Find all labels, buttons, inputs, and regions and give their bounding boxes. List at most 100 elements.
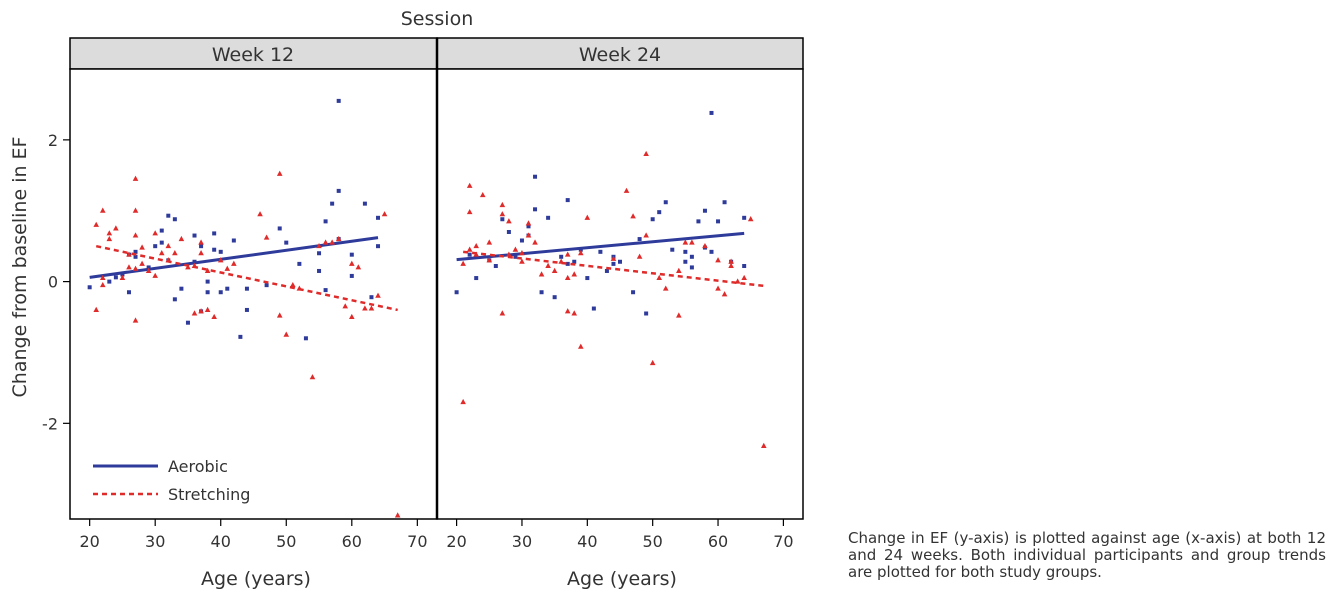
data-point-stretching <box>715 285 721 291</box>
data-point-stretching <box>394 512 401 518</box>
y-tick-label: -2 <box>42 414 58 433</box>
data-point-stretching <box>349 260 355 266</box>
data-point-aerobic <box>722 200 727 205</box>
data-point-aerobic <box>519 238 524 243</box>
data-point-stretching <box>499 310 506 316</box>
data-point-stretching <box>99 207 106 213</box>
data-point-stretching <box>132 207 139 213</box>
data-point-aerobic <box>650 217 655 222</box>
data-point-stretching <box>126 251 132 257</box>
data-point-stretching <box>747 216 754 222</box>
data-point-aerobic <box>546 215 551 220</box>
data-point-aerobic <box>277 226 282 231</box>
panel-label-week-24: Week 24 <box>579 44 661 66</box>
data-point-stretching <box>355 264 362 270</box>
data-point-stretching <box>662 285 669 291</box>
data-point-stretching <box>466 246 473 252</box>
data-point-aerobic <box>689 254 694 259</box>
data-point-stretching <box>132 265 139 271</box>
data-point-stretching <box>204 306 211 312</box>
data-point-aerobic <box>284 240 289 245</box>
data-point-stretching <box>577 343 584 349</box>
data-point-stretching <box>545 262 551 269</box>
data-point-stretching <box>276 170 283 176</box>
data-point-aerobic <box>552 295 557 300</box>
data-point-aerobic <box>709 249 714 254</box>
data-point-stretching <box>349 313 355 320</box>
data-point-aerobic <box>303 336 308 341</box>
data-point-aerobic <box>212 231 217 236</box>
data-point-aerobic <box>637 237 642 242</box>
data-point-stretching <box>564 251 571 257</box>
series-stretching-week-24 <box>460 150 767 449</box>
data-point-aerobic <box>330 201 335 206</box>
data-point-aerobic <box>572 259 577 264</box>
data-point-stretching <box>381 211 388 217</box>
data-point-aerobic <box>689 265 694 270</box>
data-point-stretching <box>93 306 100 312</box>
data-point-stretching <box>165 242 172 249</box>
data-point-stretching <box>486 239 493 245</box>
data-point-stretching <box>466 208 473 215</box>
data-point-aerobic <box>467 252 472 257</box>
legend-stretching-label: Stretching <box>168 485 250 504</box>
data-point-stretching <box>276 312 283 318</box>
data-point-stretching <box>126 264 132 270</box>
chart-title: Session <box>401 8 474 30</box>
data-point-aerobic <box>604 268 609 273</box>
data-point-stretching <box>139 244 145 250</box>
data-point-stretching <box>152 272 158 278</box>
ef-age-chart: Session Week 12 Week 24 20 30 40 50 60 70 20 30… <box>9 8 804 590</box>
data-point-stretching <box>676 267 682 273</box>
data-point-stretching <box>623 187 630 193</box>
data-point-stretching <box>139 260 145 266</box>
data-point-aerobic <box>205 290 210 295</box>
figure-caption: Change in EF (y-axis) is plotted against… <box>848 529 1326 581</box>
data-point-aerobic <box>113 275 118 280</box>
data-point-aerobic <box>513 254 518 259</box>
data-point-stretching <box>571 310 578 316</box>
data-point-aerobic <box>323 288 328 293</box>
data-point-aerobic <box>376 215 381 220</box>
axes: 20 30 40 50 60 70 20 30 40 50 60 70 -2 0 2 <box>42 131 794 551</box>
data-point-stretching <box>630 213 636 219</box>
y-tick-label: 0 <box>48 273 58 292</box>
data-point-aerobic <box>297 261 302 266</box>
data-point-aerobic <box>146 265 151 270</box>
data-point-stretching <box>106 235 113 242</box>
x-tick-label: 40 <box>211 532 231 551</box>
data-point-stretching <box>479 191 486 198</box>
x-tick-label: 30 <box>145 532 165 551</box>
data-point-aerobic <box>500 217 505 222</box>
legend: Aerobic Stretching <box>93 457 250 504</box>
data-point-aerobic <box>120 272 125 277</box>
data-point-stretching <box>99 281 106 288</box>
data-point-aerobic <box>179 286 184 291</box>
data-point-aerobic <box>244 307 249 312</box>
data-point-stretching <box>721 291 728 297</box>
legend-aerobic-label: Aerobic <box>168 457 228 476</box>
data-point-stretching <box>499 211 506 217</box>
data-point-aerobic <box>598 249 603 254</box>
data-point-stretching <box>93 221 100 227</box>
data-point-aerobic <box>683 259 688 264</box>
data-point-stretching <box>158 250 165 256</box>
data-point-stretching <box>728 262 734 269</box>
data-point-aerobic <box>159 240 164 245</box>
x-tick-label: 60 <box>342 532 362 551</box>
data-point-stretching <box>152 230 158 236</box>
data-point-stretching <box>532 239 538 245</box>
data-point-stretching <box>342 303 349 309</box>
data-point-aerobic <box>683 249 688 254</box>
data-point-aerobic <box>172 217 177 222</box>
panel-label-week-12: Week 12 <box>212 44 294 66</box>
data-point-stretching <box>741 274 747 281</box>
data-point-aerobic <box>454 290 459 295</box>
data-point-stretching <box>564 308 571 314</box>
data-point-stretching <box>178 235 185 242</box>
x-tick-label: 50 <box>276 532 296 551</box>
data-point-stretching <box>506 251 512 257</box>
data-point-aerobic <box>336 188 341 193</box>
data-point-stretching <box>610 255 617 261</box>
data-point-aerobic <box>362 201 367 206</box>
